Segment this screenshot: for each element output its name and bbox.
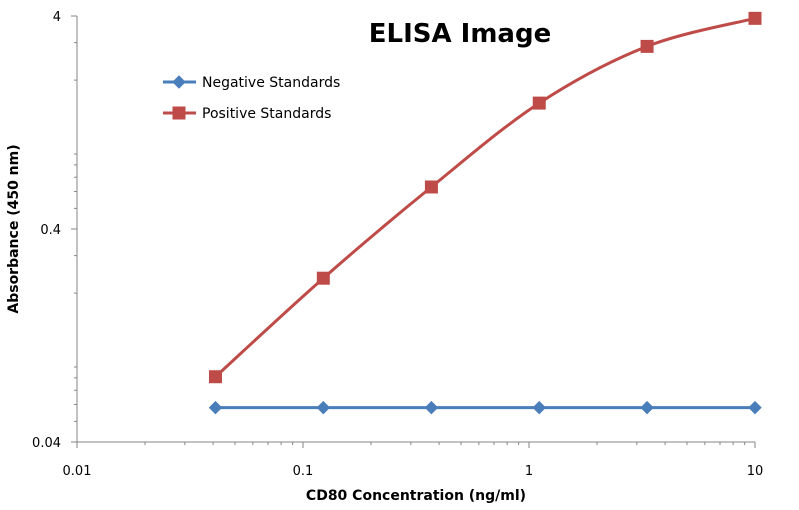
major-ticks xyxy=(71,15,756,448)
tick-labels: 0.01 0.1 1 10 4 0.4 0.04 xyxy=(32,10,763,479)
positive-data-point xyxy=(748,11,762,25)
positive-data-point xyxy=(424,180,438,194)
positive-data-point xyxy=(532,96,546,110)
y-tick-label: 4 xyxy=(53,10,61,25)
positive-legend-marker xyxy=(172,106,186,120)
x-axis-title: CD80 Concentration (ng/ml) xyxy=(306,488,526,504)
x-tick-label: 0.01 xyxy=(63,464,92,479)
positive-data-point xyxy=(208,370,222,384)
y-axis-title: Absorbance (450 nm) xyxy=(6,144,22,313)
negative-legend-marker xyxy=(172,75,186,89)
negative-data-point xyxy=(316,400,331,415)
minor-ticks xyxy=(74,42,746,445)
x-tick-label: 1 xyxy=(525,464,533,479)
series-markers xyxy=(208,11,762,415)
negative-data-point xyxy=(748,400,762,415)
negative-data-point xyxy=(208,400,223,415)
y-tick-label: 0.04 xyxy=(32,436,61,451)
x-tick-label: 10 xyxy=(747,464,764,479)
negative-legend-label: Negative Standards xyxy=(202,75,340,91)
chart-title: ELISA Image xyxy=(369,19,551,49)
y-tick-label: 0.4 xyxy=(40,223,61,238)
negative-data-point xyxy=(424,400,439,415)
positive-series-line xyxy=(214,16,756,378)
negative-data-point xyxy=(640,400,654,415)
positive-data-point xyxy=(640,39,654,53)
positive-legend-label: Positive Standards xyxy=(202,106,331,122)
x-tick-label: 0.1 xyxy=(293,464,314,479)
negative-data-point xyxy=(532,400,546,415)
positive-data-point xyxy=(316,271,330,285)
legend: Negative Standards Positive Standards xyxy=(163,75,340,122)
